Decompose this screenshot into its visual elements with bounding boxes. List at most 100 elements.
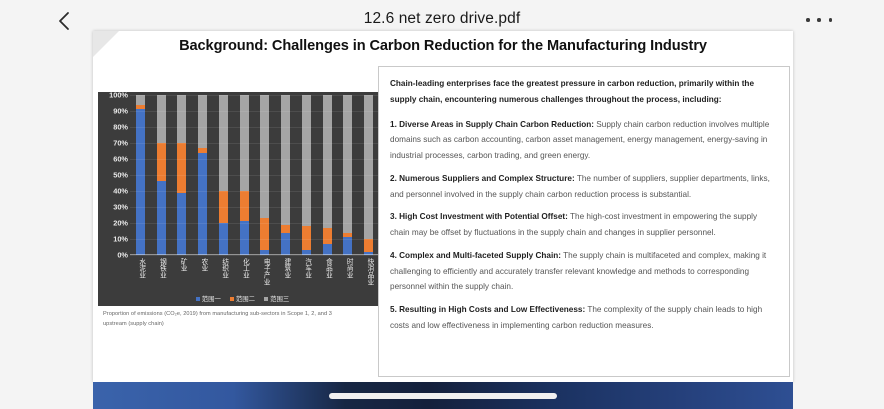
chart-bar-segment xyxy=(343,232,353,238)
chart-legend: 范围一 范围二 范围三 xyxy=(98,294,387,303)
chart-legend-label: 范围三 xyxy=(270,296,290,303)
panel-challenge-body: The high-cost investment in empowering t… xyxy=(390,212,758,237)
more-horizontal-icon-dot xyxy=(806,18,810,22)
chart-gridline xyxy=(130,191,379,192)
chart-y-tick: 10% xyxy=(113,234,128,244)
home-indicator[interactable] xyxy=(329,392,557,399)
more-horizontal-icon-dot xyxy=(817,18,821,22)
chart-x-label-slot: 电子产业 xyxy=(255,258,276,304)
panel-challenge-item: 4. Complex and Multi-faceted Supply Chai… xyxy=(390,248,778,295)
chart-y-tick: 0% xyxy=(117,250,128,260)
chart-y-tick: 40% xyxy=(113,186,128,196)
page-corner-fold xyxy=(93,31,119,57)
chart-bar-segment xyxy=(364,251,374,255)
chart-bar-segment xyxy=(198,152,208,255)
chart-y-axis: 100% 90% 80% 70% 60% 50% 40% 30% 20% 10% 0% xyxy=(100,91,128,260)
panel-challenge-heading: 4. Complex and Multi-faceted Supply Chai… xyxy=(390,250,562,260)
chart-bar-segment xyxy=(322,95,332,228)
chart-bar-segment xyxy=(198,147,208,153)
chart-y-tick: 70% xyxy=(113,138,128,148)
panel-lead-paragraph: Chain-leading enterprises face the great… xyxy=(390,79,755,104)
chart-x-tick-label: 农业 xyxy=(199,258,207,272)
chart-x-axis-line xyxy=(130,254,379,255)
chart-bar-segment xyxy=(156,95,166,144)
chart-caption: Proportion of emissions (CO₂e, 2019) fro… xyxy=(103,311,332,327)
chart-bar-group xyxy=(130,95,151,255)
chart-bar-group xyxy=(275,95,296,255)
chart-bar-segment xyxy=(281,232,291,255)
chart-gridline xyxy=(130,143,379,144)
chart-bar-group xyxy=(151,95,172,255)
pdf-page[interactable]: Background: Challenges in Carbon Reducti… xyxy=(93,31,793,382)
chart-gridline xyxy=(130,95,379,96)
chart-x-tick-label: 汽车业 xyxy=(303,258,311,279)
chart-bar-group xyxy=(192,95,213,255)
chart-bar-segment xyxy=(135,109,145,255)
chart-bar-segment xyxy=(218,191,228,223)
chart-bar-segment xyxy=(364,95,374,240)
chart-y-tick: 90% xyxy=(113,106,128,116)
chart-bar-segment xyxy=(135,104,145,110)
chart-plot-region: 100% 90% 80% 70% 60% 50% 40% 30% 20% 10% 0% 水泥业 钢铁业… xyxy=(98,91,387,306)
chart-x-label-slot: 化工业 xyxy=(234,258,255,304)
chart-bar-segment xyxy=(343,237,353,255)
chart-bar-segment xyxy=(239,221,249,255)
chart-gridline xyxy=(130,111,379,112)
chevron-left-icon xyxy=(58,11,70,31)
chart-plot-area xyxy=(130,95,379,256)
chart-x-label-slot: 水泥业 xyxy=(130,258,151,304)
chart-legend-swatch xyxy=(264,296,269,301)
chart-x-tick-label: 矿业 xyxy=(179,258,187,272)
chart-legend-label: 范围一 xyxy=(201,296,221,303)
chart-bar-segment xyxy=(260,250,270,255)
chart-bar-segment xyxy=(156,181,166,255)
chart-bar-segment xyxy=(260,218,270,251)
chart-bar-segment xyxy=(177,95,187,144)
chart-x-tick-label: 时尚业 xyxy=(345,258,353,279)
chart-bar-segment xyxy=(322,243,332,255)
chart-x-label-slot: 纺织业 xyxy=(213,258,234,304)
more-options-button[interactable] xyxy=(806,10,832,30)
chart-bar-segment xyxy=(260,95,270,219)
back-button[interactable] xyxy=(52,9,76,33)
slide-title: Background: Challenges in Carbon Reducti… xyxy=(179,38,707,54)
chart-legend-swatch xyxy=(195,296,200,301)
chart-x-tick-label: 电子产业 xyxy=(262,258,270,286)
chart-gridline xyxy=(130,159,379,160)
chart-y-tick: 20% xyxy=(113,218,128,228)
panel-challenge-item: 5. Resulting in High Costs and Low Effec… xyxy=(390,302,778,334)
panel-challenge-heading: 2. Numerous Suppliers and Complex Struct… xyxy=(390,173,575,183)
panel-challenge-item: 3. High Cost Investment with Potential O… xyxy=(390,209,778,241)
panel-challenge-item: 1. Diverse Areas in Supply Chain Carbon … xyxy=(390,117,778,164)
chart-bar-group xyxy=(338,95,359,255)
emissions-chart: 100% 90% 80% 70% 60% 50% 40% 30% 20% 10% 0% 水泥业 钢铁业… xyxy=(98,91,387,336)
chart-x-label-slot: 农业 xyxy=(192,258,213,304)
bottom-bar xyxy=(93,382,793,409)
chart-bar-group xyxy=(317,95,338,255)
chart-x-tick-label: 水泥业 xyxy=(137,258,145,279)
chart-x-label-slot: 钢铁业 xyxy=(151,258,172,304)
chart-x-tick-label: 化工业 xyxy=(241,258,249,279)
chart-bar-group xyxy=(172,95,193,255)
chart-bar-group xyxy=(358,95,379,255)
chart-bar-segment xyxy=(239,95,249,192)
chart-x-axis-labels: 水泥业 钢铁业 矿业 农业 纺织业 化工业 电子产业 建筑业 汽车业 食品业 时尚业 快消品业 xyxy=(130,258,379,304)
chart-bar-group xyxy=(296,95,317,255)
panel-challenge-body: The supply chain is multifaceted and com… xyxy=(390,250,767,292)
chart-x-label-slot: 矿业 xyxy=(172,258,193,304)
chart-bar-segment xyxy=(239,191,249,222)
panel-challenge-heading: 5. Resulting in High Costs and Low Effec… xyxy=(390,305,586,314)
chart-bar-segment xyxy=(177,143,187,193)
challenges-text-panel: Chain-leading enterprises face the great… xyxy=(378,66,790,377)
panel-challenge-body: The complexity of the supply chain leads… xyxy=(390,305,763,330)
chart-bar-segment xyxy=(343,95,353,233)
chart-bar-group xyxy=(255,95,276,255)
chart-y-tick: 80% xyxy=(113,122,128,132)
chart-x-label-slot: 建筑业 xyxy=(275,258,296,304)
chart-y-tick: 100% xyxy=(109,90,128,100)
chart-bar-segment xyxy=(198,95,208,148)
chart-legend-item: 范围三 xyxy=(264,294,289,303)
chart-legend-item: 范围二 xyxy=(229,294,255,303)
panel-challenge-body: Supply chain carbon reduction involves m… xyxy=(390,119,770,161)
chart-bar-segment xyxy=(301,250,311,255)
